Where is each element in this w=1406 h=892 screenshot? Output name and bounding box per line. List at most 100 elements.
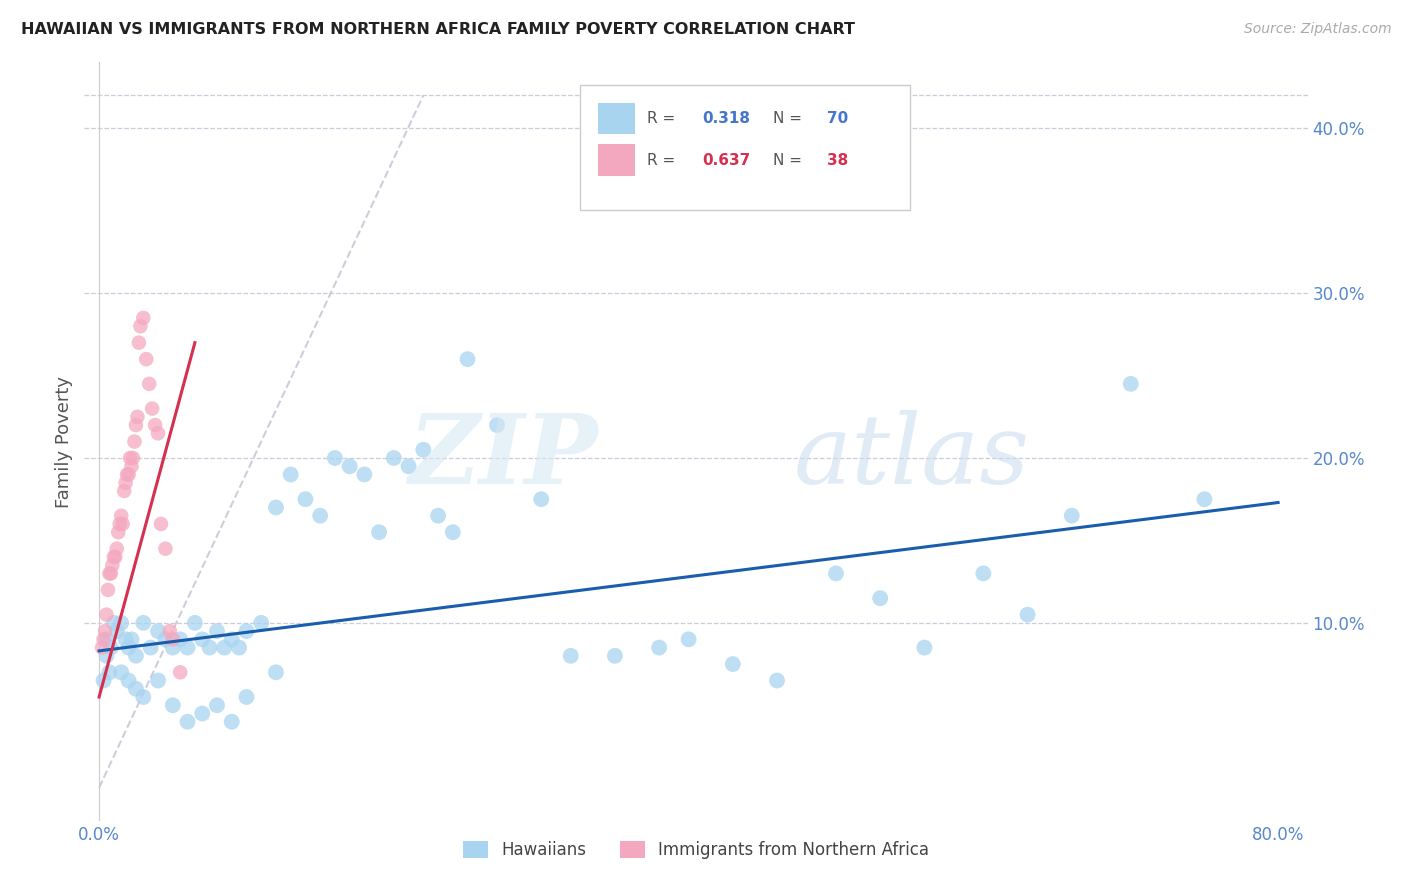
- Point: [105, 541, 128, 556]
- Point: [191, 632, 214, 647]
- Point: [721, 657, 744, 671]
- Point: [103, 615, 125, 630]
- Text: atlas: atlas: [794, 409, 1031, 504]
- Point: [221, 632, 243, 647]
- Point: [146, 673, 169, 688]
- Point: [560, 648, 582, 663]
- Point: [221, 714, 243, 729]
- Text: 0.637: 0.637: [702, 153, 751, 168]
- Point: [103, 549, 125, 564]
- Text: ZIP: ZIP: [409, 409, 598, 504]
- FancyBboxPatch shape: [579, 85, 910, 211]
- Point: [121, 459, 143, 474]
- Point: [94, 624, 117, 639]
- Point: [115, 467, 138, 482]
- Point: [766, 673, 789, 688]
- Point: [412, 442, 434, 457]
- Y-axis label: Family Poverty: Family Poverty: [55, 376, 73, 508]
- Point: [427, 508, 450, 523]
- Point: [139, 640, 162, 655]
- Point: [93, 632, 115, 647]
- Point: [122, 450, 145, 465]
- Point: [235, 690, 257, 704]
- Point: [121, 632, 143, 647]
- Point: [441, 525, 464, 540]
- Point: [128, 335, 150, 350]
- Point: [110, 615, 132, 630]
- Point: [98, 566, 121, 581]
- Point: [176, 714, 198, 729]
- FancyBboxPatch shape: [598, 103, 636, 135]
- FancyBboxPatch shape: [598, 145, 636, 177]
- Point: [162, 698, 184, 713]
- Point: [135, 352, 157, 367]
- Point: [105, 624, 128, 639]
- Point: [250, 615, 273, 630]
- Point: [98, 665, 121, 680]
- Point: [294, 492, 316, 507]
- Point: [648, 640, 671, 655]
- Point: [96, 648, 118, 663]
- Point: [176, 640, 198, 655]
- Point: [132, 690, 155, 704]
- Point: [368, 525, 391, 540]
- Text: 38: 38: [827, 153, 848, 168]
- Point: [100, 640, 122, 655]
- Point: [1060, 508, 1083, 523]
- Point: [118, 450, 141, 465]
- Point: [91, 640, 114, 655]
- Point: [111, 516, 134, 531]
- Point: [143, 418, 166, 433]
- Text: N =: N =: [773, 153, 807, 168]
- Point: [382, 450, 405, 465]
- Text: 0.318: 0.318: [702, 111, 749, 126]
- Point: [205, 698, 228, 713]
- Point: [1119, 376, 1142, 391]
- Point: [114, 475, 136, 490]
- Text: R =: R =: [647, 153, 681, 168]
- Point: [169, 632, 191, 647]
- Point: [530, 492, 553, 507]
- Point: [117, 467, 139, 482]
- Point: [100, 566, 122, 581]
- Text: Source: ZipAtlas.com: Source: ZipAtlas.com: [1244, 22, 1392, 37]
- Point: [162, 632, 184, 647]
- Point: [96, 632, 118, 647]
- Point: [146, 426, 169, 441]
- Legend: Hawaiians, Immigrants from Northern Africa: Hawaiians, Immigrants from Northern Afri…: [457, 834, 935, 865]
- Point: [485, 418, 508, 433]
- Point: [93, 673, 115, 688]
- Point: [398, 459, 420, 474]
- Point: [129, 319, 152, 334]
- Point: [309, 508, 332, 523]
- Text: 70: 70: [827, 111, 848, 126]
- Point: [323, 450, 346, 465]
- Point: [125, 681, 148, 696]
- Point: [912, 640, 935, 655]
- Point: [150, 516, 173, 531]
- Point: [155, 541, 177, 556]
- Point: [110, 508, 132, 523]
- Point: [110, 665, 132, 680]
- Text: R =: R =: [647, 111, 681, 126]
- Point: [124, 434, 146, 449]
- Point: [114, 632, 136, 647]
- Point: [138, 376, 160, 391]
- Point: [603, 648, 626, 663]
- Point: [108, 516, 131, 531]
- Point: [107, 525, 129, 540]
- Text: N =: N =: [773, 111, 807, 126]
- Point: [205, 624, 228, 639]
- Point: [146, 624, 169, 639]
- Point: [235, 624, 257, 639]
- Point: [127, 409, 149, 424]
- Point: [678, 632, 700, 647]
- Point: [1194, 492, 1216, 507]
- Point: [96, 607, 118, 622]
- Point: [125, 648, 148, 663]
- Point: [132, 310, 155, 325]
- Point: [264, 665, 287, 680]
- Point: [339, 459, 361, 474]
- Point: [214, 640, 236, 655]
- Point: [280, 467, 302, 482]
